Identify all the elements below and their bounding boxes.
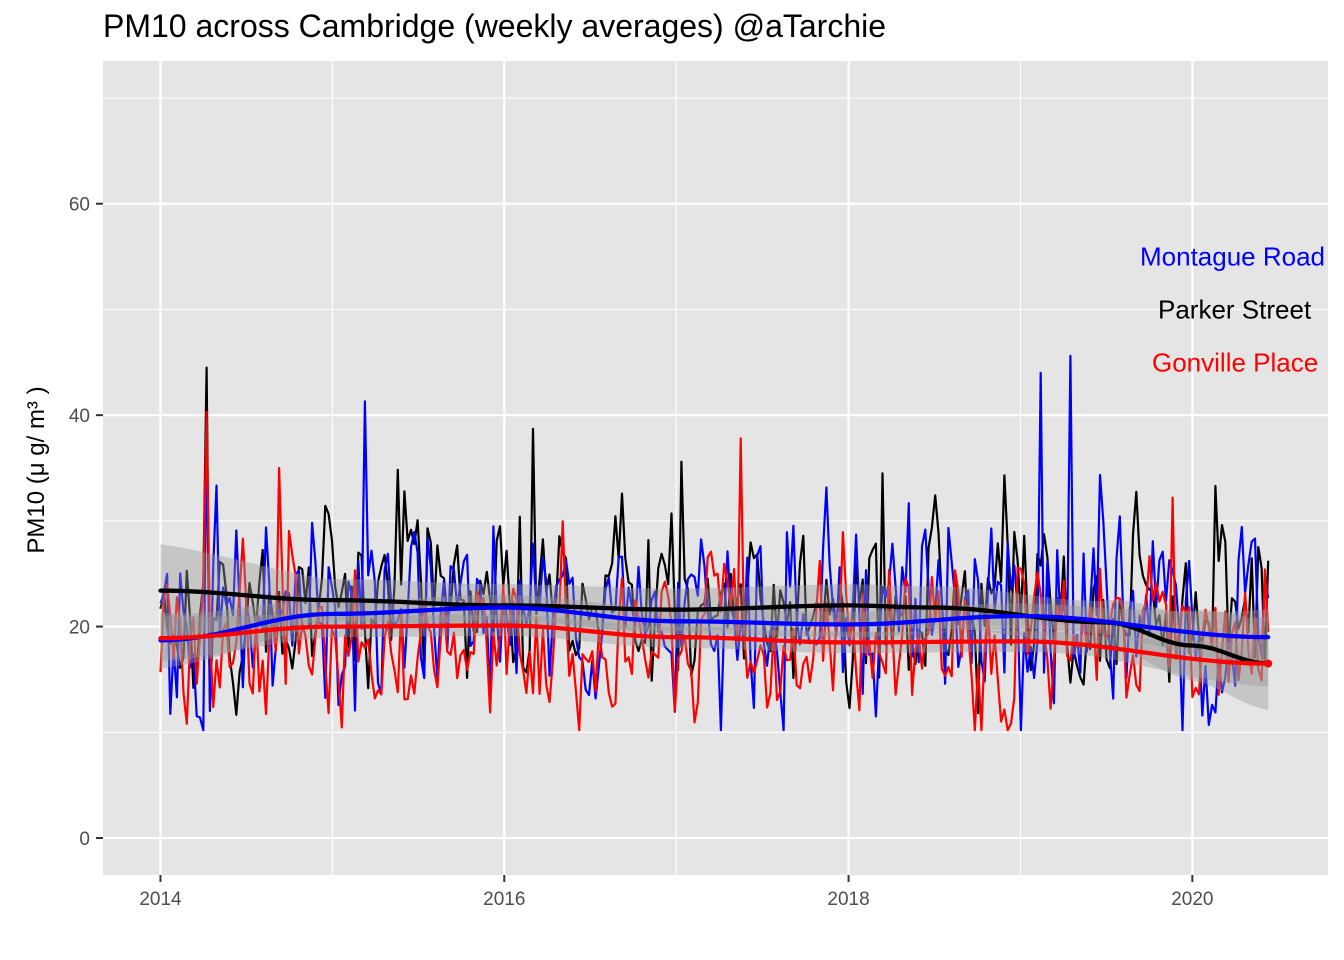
y-tick-label: 0 xyxy=(79,829,90,850)
confidence-band-parker-street xyxy=(160,544,1269,711)
smooth-line-gonville-place xyxy=(158,623,1271,666)
series-label-gonville-place: Gonville Place xyxy=(1152,347,1318,377)
panel-background xyxy=(103,61,1328,875)
x-tick-label: 2018 xyxy=(827,889,869,910)
series-label-montague-road: Montague Road xyxy=(1140,242,1325,272)
confidence-band-gonville-place xyxy=(160,614,1269,687)
weekly-line-montague-road xyxy=(159,354,1270,732)
series-label-parker-street: Parker Street xyxy=(1158,294,1312,324)
y-tick-label: 40 xyxy=(69,406,90,427)
y-tick-label: 60 xyxy=(69,195,90,216)
plot-area: Montague Road Parker Street Gonville Place xyxy=(158,242,1325,732)
x-tick-label: 2016 xyxy=(483,889,525,910)
x-tick-label: 2014 xyxy=(139,889,182,910)
weekly-line-parker-street xyxy=(159,366,1270,716)
x-tick-label: 2020 xyxy=(1171,889,1213,910)
y-tick-label: 20 xyxy=(69,618,90,639)
chart-title: PM10 across Cambridge (weekly averages) … xyxy=(103,8,887,44)
smooth-line-montague-road xyxy=(158,605,1271,643)
endpoint-dot-gonville-place xyxy=(1264,659,1273,668)
smooth-line-parker-street xyxy=(158,588,1271,666)
